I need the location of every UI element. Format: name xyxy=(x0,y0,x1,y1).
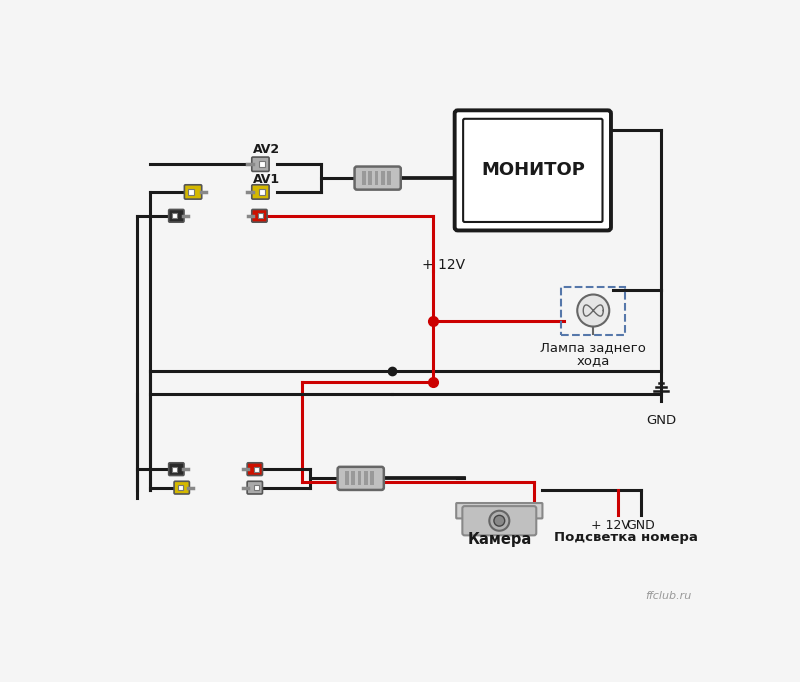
Text: + 12V: + 12V xyxy=(422,258,465,272)
Bar xyxy=(346,471,349,486)
Text: AV1: AV1 xyxy=(253,173,279,186)
FancyBboxPatch shape xyxy=(247,463,262,475)
FancyBboxPatch shape xyxy=(354,166,401,190)
Text: ffclub.ru: ffclub.ru xyxy=(645,591,691,602)
Bar xyxy=(374,171,378,185)
Text: Лампа заднего: Лампа заднего xyxy=(540,341,646,354)
Text: МОНИТОР: МОНИТОР xyxy=(481,162,585,179)
Text: GND: GND xyxy=(646,414,676,427)
Bar xyxy=(178,485,182,490)
Bar xyxy=(189,189,194,195)
Bar xyxy=(351,471,355,486)
Text: + 12V: + 12V xyxy=(590,519,630,532)
FancyBboxPatch shape xyxy=(456,503,542,518)
Bar xyxy=(562,286,626,335)
Bar xyxy=(172,213,178,218)
Bar xyxy=(364,471,368,486)
Bar xyxy=(254,466,259,471)
Text: Камера: Камера xyxy=(467,533,531,548)
Bar xyxy=(254,485,259,490)
Bar xyxy=(172,466,178,471)
FancyBboxPatch shape xyxy=(462,506,536,535)
Text: AV2: AV2 xyxy=(253,143,279,156)
FancyBboxPatch shape xyxy=(454,110,611,231)
Bar xyxy=(259,189,265,195)
Bar xyxy=(358,471,362,486)
FancyBboxPatch shape xyxy=(184,185,202,199)
FancyBboxPatch shape xyxy=(252,209,267,222)
Bar xyxy=(258,213,263,218)
Bar xyxy=(362,171,366,185)
FancyBboxPatch shape xyxy=(169,463,184,475)
Bar xyxy=(369,171,372,185)
Text: GND: GND xyxy=(626,519,655,532)
Bar xyxy=(387,171,390,185)
Text: Подсветка номера: Подсветка номера xyxy=(554,531,698,544)
Circle shape xyxy=(490,511,510,531)
FancyBboxPatch shape xyxy=(247,481,262,494)
Circle shape xyxy=(494,516,505,526)
FancyBboxPatch shape xyxy=(252,157,269,171)
FancyBboxPatch shape xyxy=(169,209,184,222)
Bar xyxy=(370,471,374,486)
FancyBboxPatch shape xyxy=(252,185,269,199)
Text: хода: хода xyxy=(577,354,610,367)
Circle shape xyxy=(578,295,610,327)
FancyBboxPatch shape xyxy=(174,481,190,494)
Bar xyxy=(259,162,265,167)
Bar xyxy=(381,171,385,185)
FancyBboxPatch shape xyxy=(338,467,384,490)
FancyBboxPatch shape xyxy=(463,119,602,222)
